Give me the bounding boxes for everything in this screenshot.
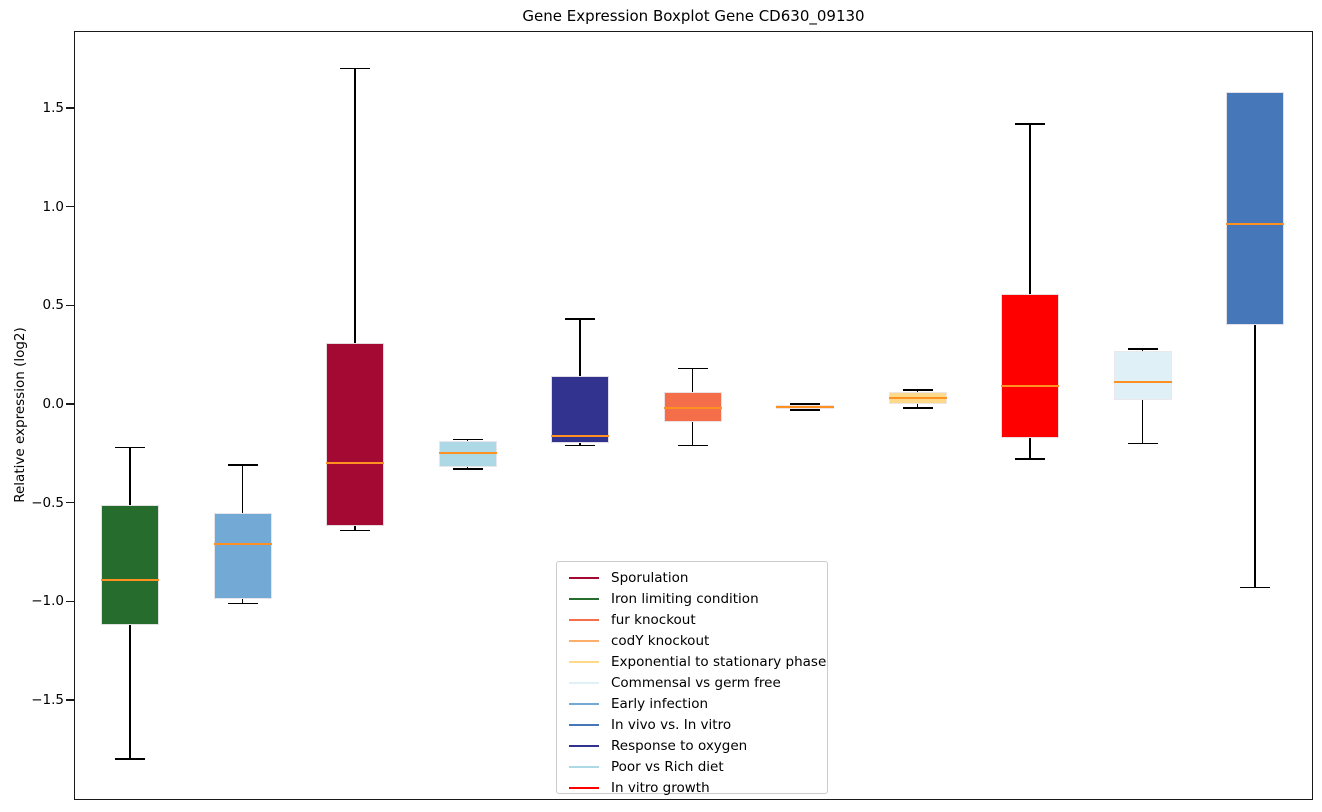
legend-entry: Response to oxygen bbox=[569, 736, 827, 757]
legend-swatch bbox=[569, 576, 599, 579]
y-tick-label: 0.0 bbox=[42, 396, 64, 412]
legend-entry: codY knockout bbox=[569, 630, 827, 651]
boxplot-cap bbox=[1015, 123, 1045, 125]
legend-swatch bbox=[569, 787, 599, 790]
boxplot-box bbox=[213, 512, 272, 600]
boxplot-cap bbox=[1127, 442, 1158, 445]
y-tick bbox=[66, 501, 74, 504]
legend-label: Iron limiting condition bbox=[611, 590, 759, 607]
legend-entry: Early infection bbox=[569, 694, 827, 715]
boxplot-median bbox=[1001, 385, 1059, 388]
legend-entry: Exponential to stationary phase bbox=[569, 651, 827, 672]
boxplot-box bbox=[1226, 92, 1284, 326]
legend-entry: fur knockout bbox=[569, 609, 827, 630]
boxplot-cap bbox=[452, 468, 483, 470]
boxplot-median bbox=[888, 397, 947, 400]
legend-label: Early infection bbox=[611, 696, 709, 713]
legend-swatch bbox=[569, 703, 599, 706]
y-tick-label: −0.5 bbox=[31, 494, 64, 511]
boxplot-cap bbox=[565, 444, 595, 447]
legend-swatch bbox=[569, 660, 599, 663]
boxplot-median bbox=[101, 578, 159, 581]
y-tick bbox=[66, 107, 74, 109]
boxplot-median bbox=[326, 462, 384, 465]
boxplot-median bbox=[213, 543, 272, 546]
boxplot-median bbox=[776, 405, 834, 408]
boxplot-cap bbox=[452, 438, 483, 441]
boxplot-median bbox=[1226, 223, 1284, 226]
boxplot-cap bbox=[227, 602, 258, 605]
y-tick bbox=[66, 699, 74, 701]
legend-swatch bbox=[569, 766, 599, 769]
boxplot-cap bbox=[340, 529, 370, 532]
boxplot-cap bbox=[677, 444, 708, 447]
legend-label: Exponential to stationary phase bbox=[611, 653, 827, 670]
boxplot-cap bbox=[115, 446, 145, 449]
legend-entry: Commensal vs germ free bbox=[569, 672, 827, 693]
boxplot-box bbox=[326, 342, 384, 527]
boxplot-median bbox=[438, 452, 497, 455]
boxplot-cap bbox=[790, 409, 820, 411]
y-tick-label: −1.0 bbox=[31, 593, 64, 610]
y-tick-label: 1.5 bbox=[42, 100, 64, 117]
legend-swatch bbox=[569, 682, 599, 685]
legend-entry: Iron limiting condition bbox=[569, 588, 827, 609]
legend-label: codY knockout bbox=[611, 632, 710, 649]
y-tick bbox=[66, 403, 74, 405]
boxplot-cap bbox=[677, 367, 708, 370]
boxplot-box bbox=[551, 376, 609, 444]
legend-swatch bbox=[569, 597, 599, 600]
legend-label: In vitro growth bbox=[611, 780, 710, 797]
y-tick-label: 0.5 bbox=[42, 297, 64, 314]
boxplot-cap bbox=[565, 318, 595, 320]
legend-entry: Poor vs Rich diet bbox=[569, 757, 827, 778]
legend-label: In vivo vs. In vitro bbox=[611, 717, 732, 734]
boxplot-box bbox=[101, 504, 159, 625]
legend-swatch bbox=[569, 618, 599, 621]
legend-label: Response to oxygen bbox=[611, 738, 748, 755]
boxplot-cap bbox=[790, 403, 820, 405]
legend-swatch bbox=[569, 724, 599, 727]
legend-swatch bbox=[569, 745, 599, 748]
y-tick bbox=[66, 205, 74, 208]
boxplot-cap bbox=[1127, 348, 1158, 350]
boxplot-cap bbox=[902, 407, 933, 409]
legend-entry: In vitro growth bbox=[569, 778, 827, 799]
legend-entry: Sporulation bbox=[569, 567, 827, 588]
y-tick bbox=[66, 304, 74, 307]
boxplot-cap bbox=[115, 758, 145, 760]
boxplot-cap bbox=[1015, 458, 1045, 460]
legend: Sporulation Iron limiting condition fur kn… bbox=[556, 561, 828, 796]
y-tick bbox=[66, 600, 74, 603]
boxplot-cap bbox=[1240, 586, 1270, 589]
chart-title: Gene Expression Boxplot Gene CD630_09130 bbox=[522, 7, 865, 25]
boxplot-median bbox=[551, 434, 609, 437]
boxplot-cap bbox=[227, 464, 258, 466]
boxplot-median bbox=[1113, 381, 1172, 384]
boxplot-whisker bbox=[354, 68, 356, 531]
boxplot-median bbox=[663, 406, 722, 409]
legend-swatch bbox=[569, 639, 599, 642]
legend-label: Sporulation bbox=[611, 569, 689, 586]
legend-entry: In vivo vs. In vitro bbox=[569, 715, 827, 736]
legend-label: Commensal vs germ free bbox=[611, 675, 781, 692]
legend-label: Poor vs Rich diet bbox=[611, 759, 724, 776]
boxplot-whisker bbox=[1029, 123, 1031, 460]
y-tick-label: −1.5 bbox=[31, 691, 64, 708]
legend-label: fur knockout bbox=[611, 611, 696, 628]
boxplot-cap bbox=[340, 67, 370, 70]
y-tick-label: 1.0 bbox=[42, 198, 64, 215]
boxplot-cap bbox=[902, 389, 933, 391]
boxplot-box bbox=[1113, 350, 1172, 401]
boxplot-whisker bbox=[1254, 92, 1256, 588]
boxplot-box bbox=[1001, 293, 1059, 438]
